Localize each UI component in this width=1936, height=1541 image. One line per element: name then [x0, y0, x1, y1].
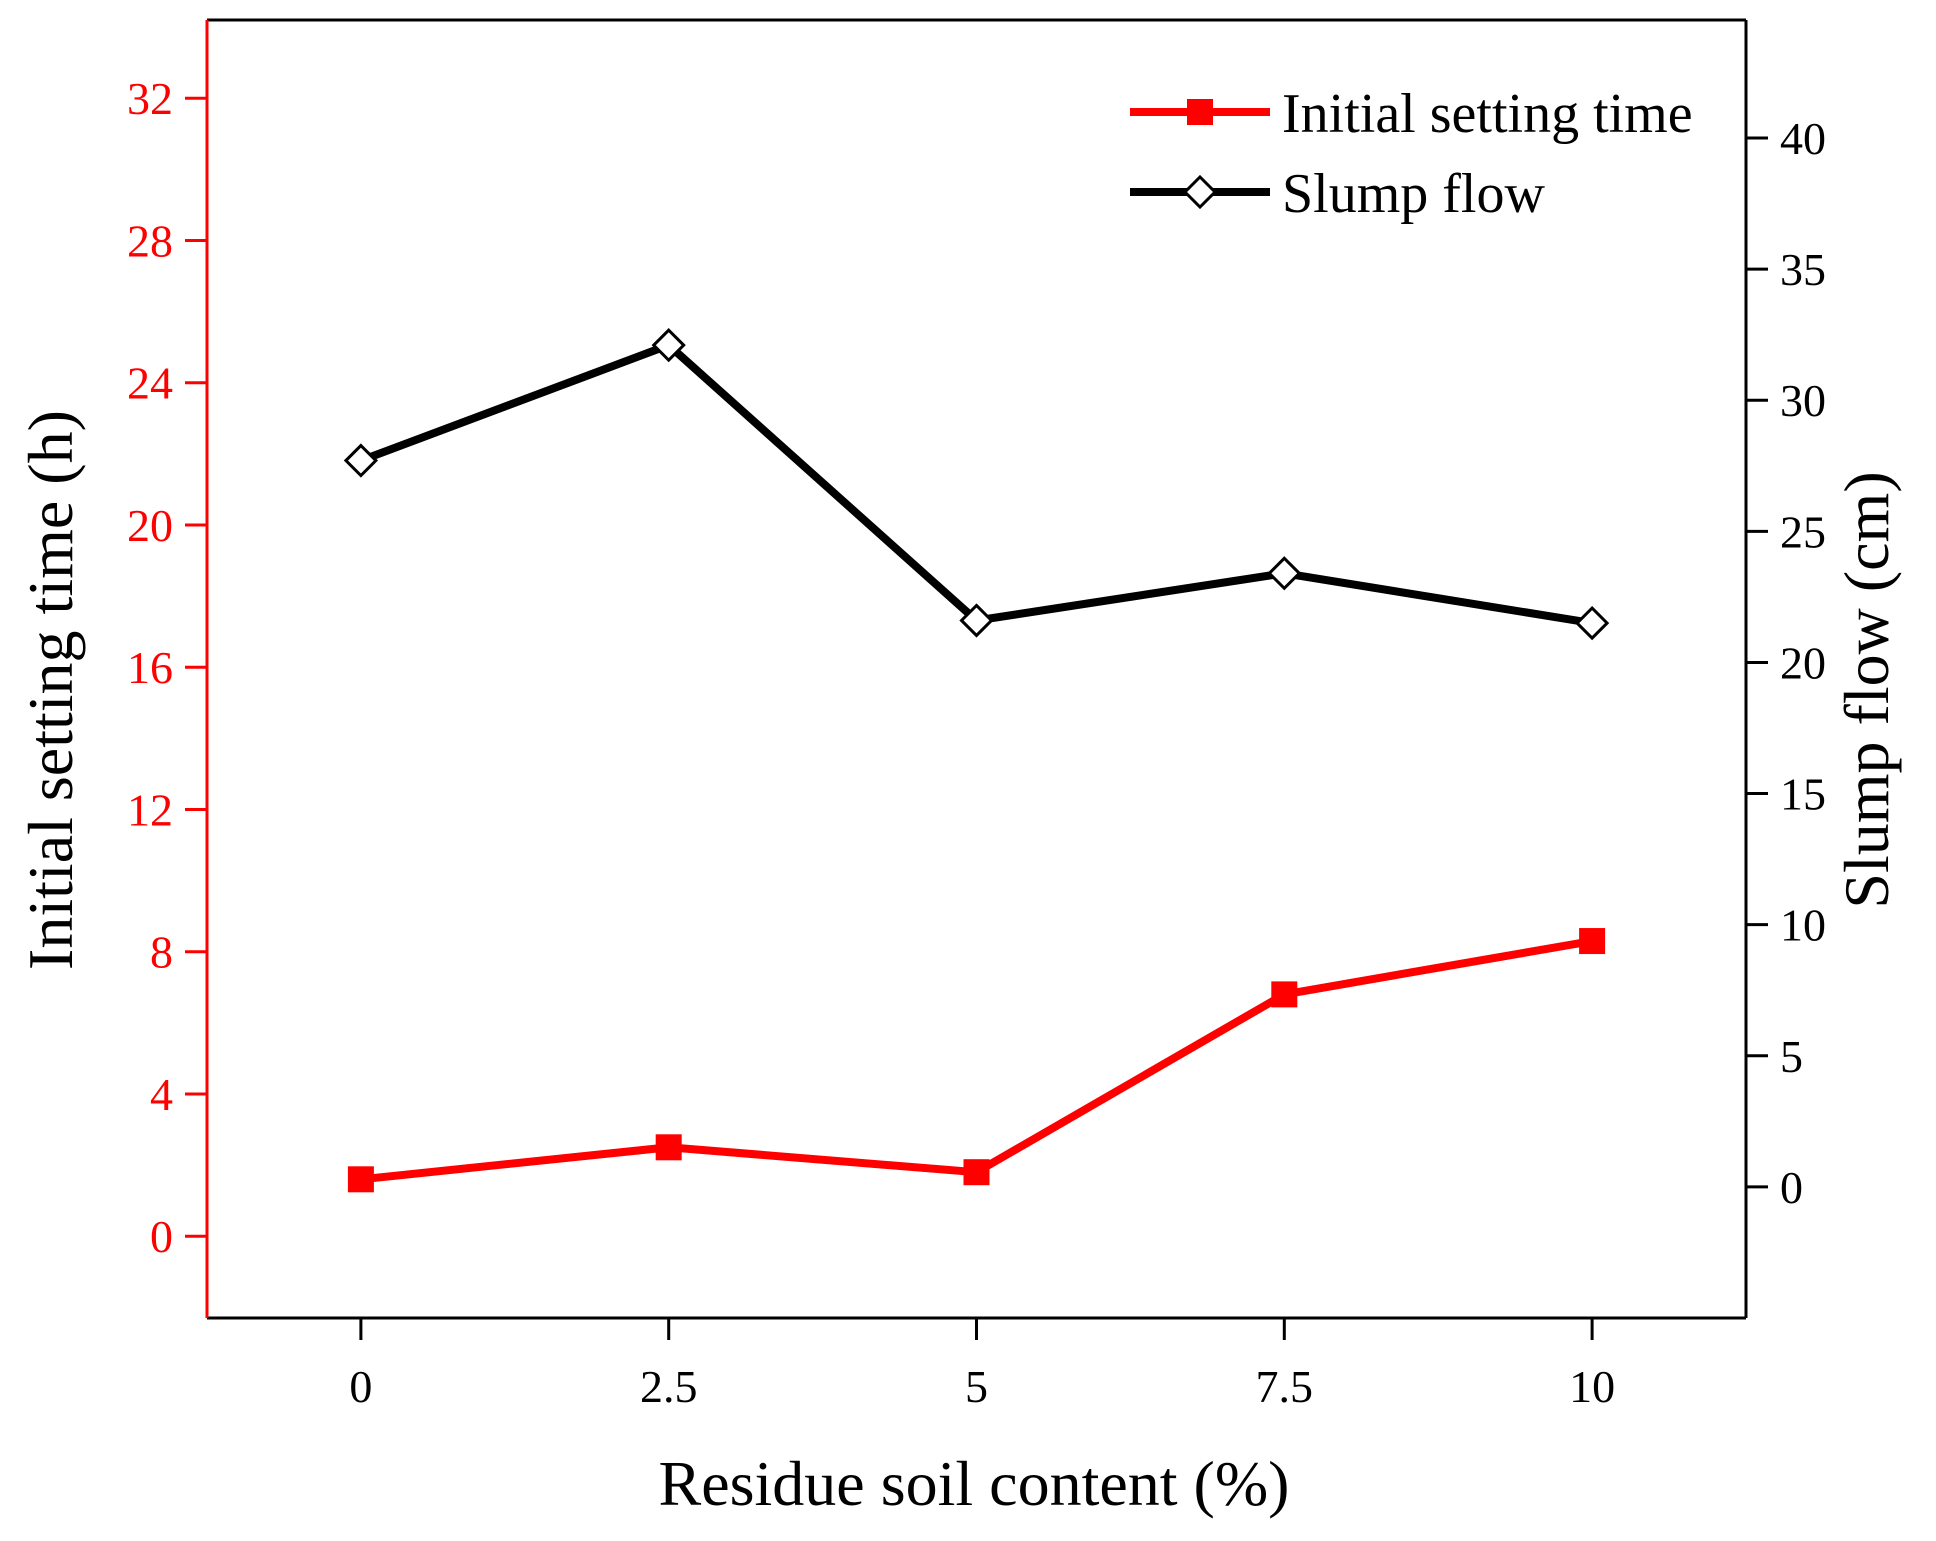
series-layer [343, 328, 1610, 1193]
y-left-tick-label: 8 [150, 927, 173, 978]
y-axis-left-title: Initial setting time (h) [15, 410, 86, 970]
series-line-slump-flow [359, 340, 1593, 628]
y-right-tick-label: 5 [1780, 1031, 1803, 1082]
x-tick-label: 2.5 [640, 1361, 698, 1412]
y-right-tick-label: 15 [1780, 769, 1826, 820]
legend: Initial setting time Slump flow [1130, 83, 1693, 225]
y-right-tick-label: 40 [1780, 113, 1826, 164]
data-point-slump-flow [651, 328, 686, 363]
x-tick-label: 5 [965, 1361, 988, 1412]
legend-label: Slump flow [1282, 163, 1545, 225]
y-left-tick-label: 12 [127, 784, 173, 835]
y-right-tick-label: 30 [1780, 375, 1826, 426]
y-right-tick-label: 0 [1780, 1162, 1803, 1213]
data-point-initial-setting-time [655, 1134, 682, 1161]
data-point-initial-setting-time [963, 1159, 990, 1186]
y-right-tick-label: 10 [1780, 900, 1826, 951]
data-point-slump-flow [1574, 605, 1610, 641]
legend-marker-diamond [1182, 174, 1218, 210]
y-left-tick-label: 32 [127, 73, 173, 124]
legend-label: Initial setting time [1282, 83, 1693, 145]
plot-frame [205, 18, 1748, 1320]
axes-layer: 0 2.5 5 7.5 10 0 4 8 12 16 20 24 28 32 0 5 10 15 20 25 30 35 4… [127, 73, 1826, 1412]
data-point-initial-setting-time [1579, 928, 1606, 955]
data-point-slump-flow [959, 603, 994, 638]
data-point-initial-setting-time [347, 1166, 374, 1193]
data-point-slump-flow [343, 443, 379, 478]
legend-marker-square [1187, 99, 1213, 125]
y-left-tick-label: 28 [127, 215, 173, 266]
x-axis-title: Residue soil content (%) [659, 1448, 1290, 1519]
series-line-initial-setting-time [360, 937, 1593, 1184]
x-tick-label: 10 [1569, 1361, 1615, 1412]
y-axis-right-title: Slump flow (cm) [1831, 471, 1902, 908]
y-left-tick-label: 16 [127, 642, 173, 693]
x-tick-label: 7.5 [1256, 1361, 1314, 1412]
y-left-tick-label: 24 [127, 358, 173, 409]
x-tick-label: 0 [349, 1361, 372, 1412]
y-left-tick-label: 0 [150, 1211, 173, 1262]
data-point-slump-flow [1267, 556, 1302, 591]
y-right-tick-label: 20 [1780, 637, 1826, 688]
y-right-tick-label: 25 [1780, 506, 1826, 557]
y-left-tick-label: 20 [127, 500, 173, 551]
data-point-initial-setting-time [1271, 981, 1298, 1008]
y-right-tick-label: 35 [1780, 244, 1826, 295]
y-left-tick-label: 4 [150, 1069, 173, 1120]
